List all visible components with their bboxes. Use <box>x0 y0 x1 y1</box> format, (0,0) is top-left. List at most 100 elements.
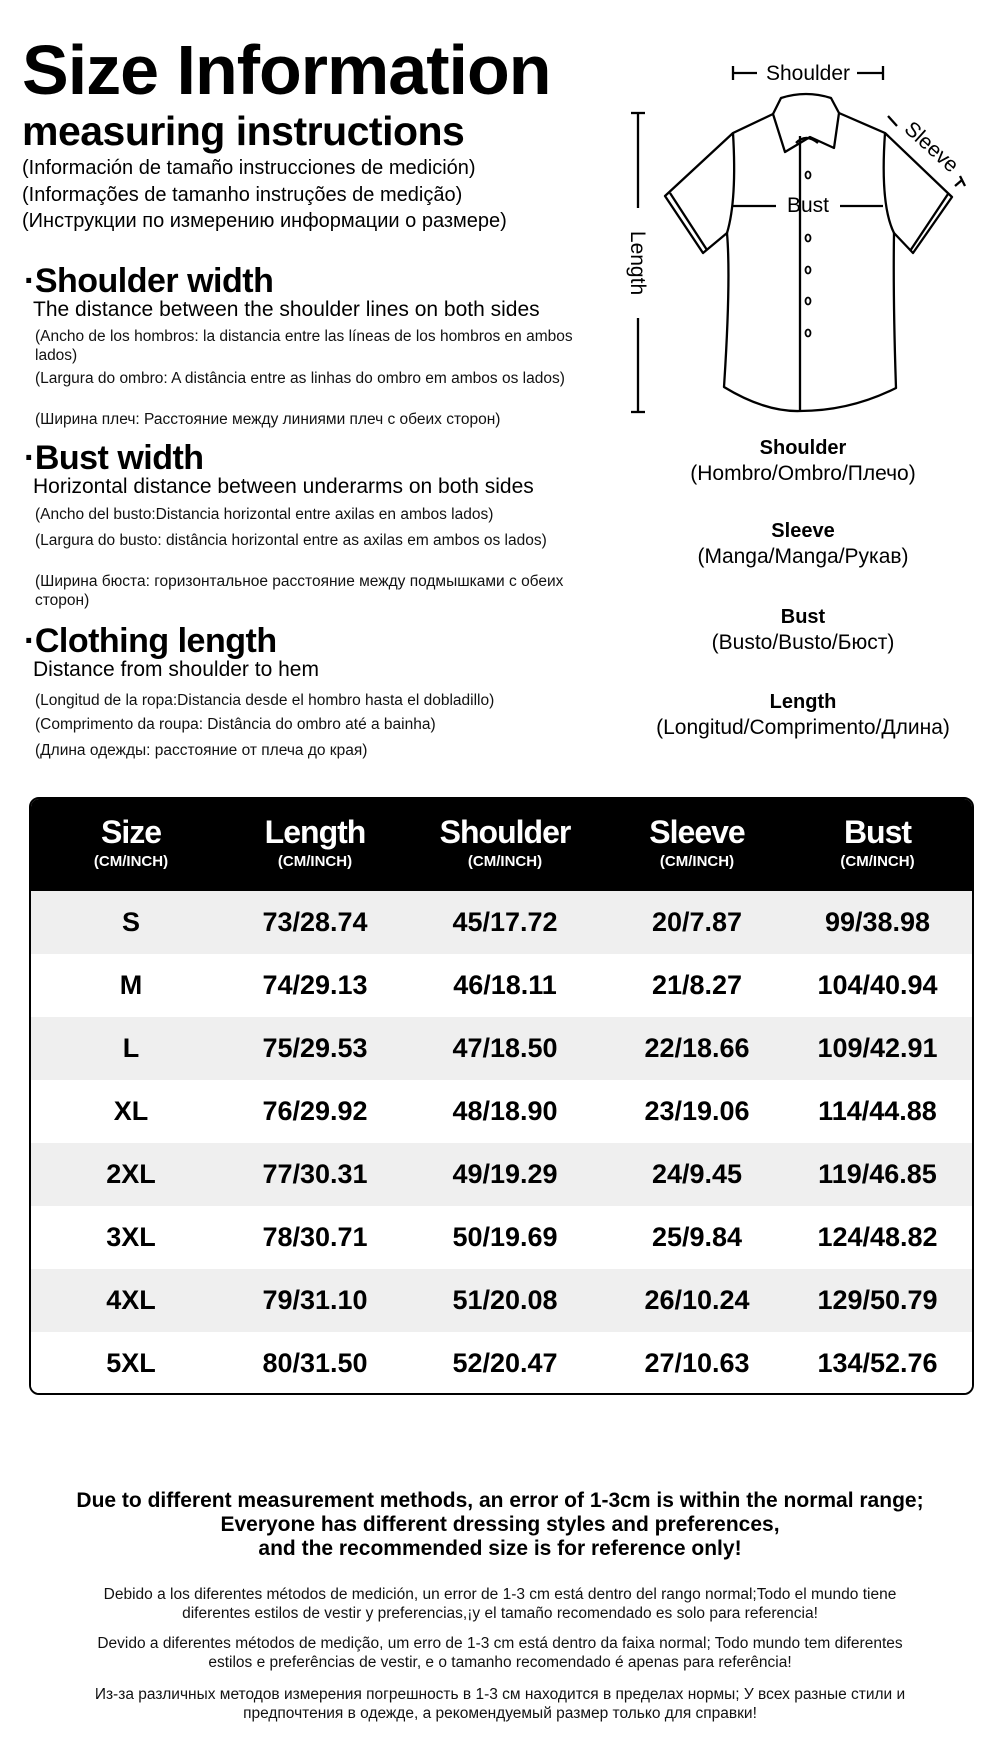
size-cell: XL <box>113 1096 149 1126</box>
measurement-cell: 77/30.31 <box>262 1159 368 1189</box>
section-heading-bust: ·Bust width <box>24 439 204 477</box>
legend-translation: (Busto/Busto/Бюст) <box>711 631 895 654</box>
section-note: (Ancho de los hombros: la distancia entr… <box>35 328 573 364</box>
legend-item-shoulder: Shoulder (Hombro/Ombro/Плечо) <box>603 437 1000 486</box>
notice-ru-wrap: Из-за различных методов измерения погреш… <box>0 1685 1000 1723</box>
notice-ru: Из-за различных методов измерения погреш… <box>94 1686 906 1722</box>
measurement-cell: 25/9.84 <box>651 1222 743 1252</box>
size-cell: 3XL <box>106 1222 156 1252</box>
measurement-cell: 20/7.87 <box>651 907 743 937</box>
section-desc-shoulder: The distance between the shoulder lines … <box>33 298 540 321</box>
section-desc-length: Distance from shoulder to hem <box>33 658 319 681</box>
section-note: (Ancho del busto:Distancia horizontal en… <box>35 506 494 523</box>
diagram-label-sleeve: Sleeve <box>900 117 963 177</box>
column-header-sleeve: Sleeve (CM/INCH) <box>611 799 783 891</box>
measurement-cell: 26/10.24 <box>644 1285 750 1315</box>
column-unit: (CM/INCH) <box>659 853 735 870</box>
measurement-cell: 45/17.72 <box>452 907 558 937</box>
measurement-cell: 49/19.29 <box>452 1159 558 1189</box>
measurement-cell: 21/8.27 <box>651 970 743 1000</box>
notice-line: Due to different measurement methods, an… <box>76 1489 924 1512</box>
measurement-cell: 48/18.90 <box>452 1096 558 1126</box>
measurement-cell: 50/19.69 <box>452 1222 558 1252</box>
measurement-cell: 124/48.82 <box>817 1222 938 1252</box>
table-row: 3XL 78/30.71 50/19.69 25/9.84 124/48.82 <box>31 1206 972 1269</box>
notice-en: Due to different measurement methods, an… <box>0 1489 1000 1561</box>
column-label: Length <box>264 814 367 850</box>
section-note: (Largura do busto: distância horizontal … <box>35 532 547 549</box>
table-row: 2XL 77/30.31 49/19.29 24/9.45 119/46.85 <box>31 1143 972 1206</box>
table-row: XL 76/29.92 48/18.90 23/19.06 114/44.88 <box>31 1080 972 1143</box>
size-cell: M <box>119 970 143 1000</box>
notice-es: Debido a los diferentes métodos de medic… <box>103 1586 897 1622</box>
intro-pt: (Informações de tamanho instruções de me… <box>22 184 463 206</box>
column-header-bust: Bust (CM/INCH) <box>783 799 972 891</box>
measurement-cell: 134/52.76 <box>817 1348 938 1378</box>
measurement-cell: 47/18.50 <box>452 1033 558 1063</box>
button-icons <box>804 170 812 338</box>
table-body: S 73/28.74 45/17.72 20/7.87 99/38.98 M 74/29.1… <box>31 891 972 1393</box>
column-header-size: Size (CM/INCH) <box>31 799 231 891</box>
notice-line: and the recommended size is for referenc… <box>258 1537 742 1560</box>
size-cell: S <box>121 907 140 937</box>
notice-es-wrap: Debido a los diferentes métodos de medic… <box>0 1585 1000 1623</box>
section-heading-shoulder: ·Shoulder width <box>24 262 274 300</box>
column-label: Shoulder <box>439 814 572 850</box>
size-cell: 5XL <box>106 1348 156 1378</box>
measurement-cell: 78/30.71 <box>262 1222 368 1252</box>
measurement-cell: 46/18.11 <box>453 970 557 1000</box>
measurement-cell: 73/28.74 <box>262 907 368 937</box>
measurement-cell: 104/40.94 <box>817 970 938 1000</box>
legend-item-length: Length (Longitud/Comprimento/Длина) <box>603 691 1000 740</box>
table-row: 5XL 80/31.50 52/20.47 27/10.63 134/52.76 <box>31 1332 972 1393</box>
notice-line: Everyone has different dressing styles a… <box>220 1513 780 1536</box>
size-cell: 4XL <box>106 1285 156 1315</box>
size-cell: L <box>122 1033 140 1063</box>
legend-translation: (Hombro/Ombro/Плечо) <box>690 462 916 485</box>
size-table: Size (CM/INCH) Length (CM/INCH) Shoulder (C… <box>29 797 974 1395</box>
column-header-length: Length (CM/INCH) <box>231 799 399 891</box>
diagram-label-bust: Bust <box>787 194 829 217</box>
measurement-cell: 129/50.79 <box>817 1285 938 1315</box>
table-header: Size (CM/INCH) Length (CM/INCH) Shoulder (C… <box>31 799 972 891</box>
diagram-label-length: Length <box>626 231 649 295</box>
section-note: (Comprimento da roupa: Distância do ombr… <box>35 716 436 733</box>
legend-name: Bust <box>780 606 826 628</box>
table-row: 4XL 79/31.10 51/20.08 26/10.24 129/50.79 <box>31 1269 972 1332</box>
table-row: M 74/29.13 46/18.11 21/8.27 104/40.94 <box>31 954 972 1017</box>
table-row: L 75/29.53 47/18.50 22/18.66 109/42.91 <box>31 1017 972 1080</box>
section-note: (Largura do ombro: A distância entre as … <box>35 370 565 387</box>
measurement-cell: 75/29.53 <box>262 1033 368 1063</box>
column-label: Bust <box>843 814 912 850</box>
measurement-cell: 24/9.45 <box>651 1159 743 1189</box>
measurement-cell: 114/44.88 <box>818 1096 937 1126</box>
column-unit: (CM/INCH) <box>93 853 169 870</box>
column-unit: (CM/INCH) <box>467 853 543 870</box>
section-note: (Длина одежды: расстояние от плеча до кр… <box>35 742 368 759</box>
intro-es: (Información de tamaño instrucciones de … <box>22 157 476 179</box>
legend-item-sleeve: Sleeve (Manga/Manga/Рукав) <box>603 520 1000 569</box>
legend-item-bust: Bust (Busto/Busto/Бюст) <box>603 606 1000 655</box>
notice-pt-wrap: Devido a diferentes métodos de medição, … <box>0 1634 1000 1672</box>
shirt-diagram: Shoulder Bust Length Sleeve <box>626 62 967 414</box>
section-heading-length: ·Clothing length <box>24 622 277 660</box>
page-title: Size Information <box>22 31 551 109</box>
notice-pt: Devido a diferentes métodos de medição, … <box>97 1635 903 1671</box>
legend-translation: (Longitud/Comprimento/Длина) <box>656 716 950 739</box>
measurement-cell: 51/20.08 <box>452 1285 558 1315</box>
measurement-cell: 109/42.91 <box>817 1033 938 1063</box>
section-desc-bust: Horizontal distance between underarms on… <box>33 475 534 498</box>
measurement-cell: 119/46.85 <box>818 1159 937 1189</box>
measurement-cell: 74/29.13 <box>262 970 368 1000</box>
page-subtitle: measuring instructions <box>22 108 465 154</box>
legend-name: Shoulder <box>759 437 847 459</box>
measurement-cell: 99/38.98 <box>824 907 931 937</box>
measurement-cell: 76/29.92 <box>262 1096 368 1126</box>
section-note: (Longitud de la ropa:Distancia desde el … <box>35 692 495 709</box>
measurement-cell: 27/10.63 <box>644 1348 750 1378</box>
column-label: Size <box>100 814 162 850</box>
legend-translation: (Manga/Manga/Рукав) <box>697 545 909 568</box>
measurement-cell: 52/20.47 <box>452 1348 558 1378</box>
size-cell: 2XL <box>106 1159 156 1189</box>
measurement-cell: 79/31.10 <box>262 1285 368 1315</box>
